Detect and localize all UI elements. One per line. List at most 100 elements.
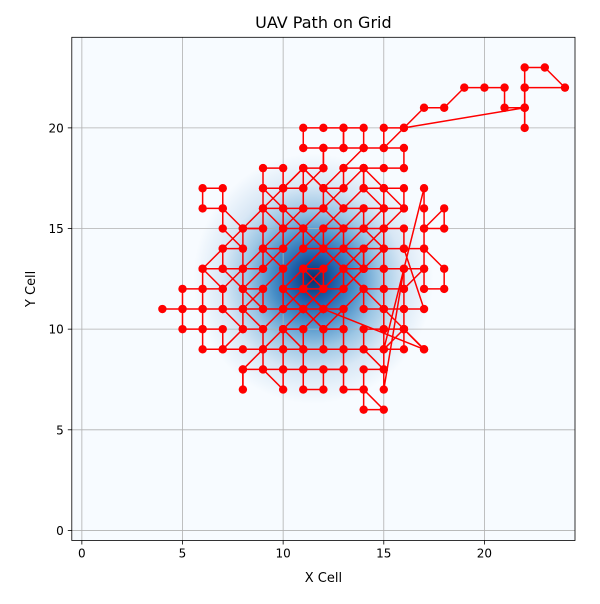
path-point <box>278 345 288 354</box>
path-point <box>500 103 509 112</box>
path-point <box>258 224 268 233</box>
path-segment <box>262 328 284 351</box>
path-point <box>379 365 388 374</box>
path-point <box>339 123 348 133</box>
path-point <box>379 123 388 133</box>
path-point <box>339 204 348 213</box>
path-segment <box>383 308 405 330</box>
path-segment <box>242 348 264 371</box>
path-point <box>339 284 348 294</box>
path-segment <box>322 288 345 310</box>
path-point <box>299 365 308 374</box>
path-segment <box>302 227 325 250</box>
path-point <box>520 63 529 72</box>
path-point <box>299 345 308 354</box>
path-point <box>379 224 388 233</box>
path-segment <box>342 227 365 250</box>
path-segment <box>443 86 466 109</box>
path-segment <box>242 207 264 230</box>
path-segment <box>282 247 305 270</box>
y-tick-label: 0 <box>56 524 64 538</box>
path-point <box>359 143 368 153</box>
path-point <box>399 143 409 153</box>
path-segment <box>322 247 345 270</box>
path-point <box>379 284 388 294</box>
path-point <box>299 244 308 253</box>
path-point <box>278 224 288 233</box>
path-segment <box>282 268 305 290</box>
path-point <box>218 184 227 193</box>
path-segment <box>302 207 325 230</box>
path-point <box>198 184 207 193</box>
path-point <box>319 345 328 354</box>
path-segment <box>302 288 325 310</box>
path-segment <box>362 187 385 210</box>
path-point <box>218 284 227 294</box>
path-segment <box>362 247 385 270</box>
path-point <box>278 365 288 374</box>
path-segment <box>222 207 244 230</box>
path-point <box>278 184 288 193</box>
path-point <box>278 264 288 273</box>
path-point <box>359 365 368 374</box>
path-point <box>379 143 388 153</box>
path-segment <box>222 308 244 330</box>
path-segment <box>242 247 264 270</box>
path-point <box>258 304 268 314</box>
path-segment <box>282 207 305 230</box>
x-tick-label: 5 <box>179 547 187 561</box>
path-point <box>299 264 308 273</box>
y-tick-label: 15 <box>49 222 64 236</box>
path-point <box>198 264 207 273</box>
x-tick-label: 20 <box>477 547 492 561</box>
path-point <box>218 204 227 213</box>
path-segment <box>322 187 345 210</box>
path-point <box>218 345 227 354</box>
path-segment <box>201 268 224 290</box>
path-point <box>460 83 469 92</box>
path-segment <box>282 288 305 310</box>
y-tick-label: 20 <box>49 121 64 135</box>
uav-path-points <box>158 63 570 414</box>
path-segment <box>362 288 385 310</box>
path-segment <box>242 308 264 330</box>
path-segment <box>302 247 325 270</box>
path-segment <box>262 368 284 391</box>
path-point <box>500 83 509 92</box>
path-point <box>299 143 308 153</box>
path-point <box>258 264 268 273</box>
path-segment <box>302 268 325 290</box>
path-point <box>339 264 348 273</box>
path-point <box>319 123 328 133</box>
path-segment <box>282 308 305 330</box>
path-point <box>339 365 348 374</box>
path-point <box>359 304 368 314</box>
y-tick-label: 10 <box>49 323 64 337</box>
path-point <box>359 264 368 273</box>
path-point <box>238 224 248 233</box>
path-segment <box>282 328 305 351</box>
path-point <box>319 184 328 193</box>
path-point <box>419 345 429 354</box>
path-point <box>379 163 388 173</box>
path-point <box>319 324 328 334</box>
path-point <box>258 163 268 173</box>
path-point <box>439 284 449 294</box>
path-segment <box>403 328 425 351</box>
path-point <box>399 264 409 273</box>
path-point <box>379 405 388 414</box>
path-point <box>339 184 348 193</box>
path-segment <box>342 268 365 290</box>
path-segment <box>362 348 385 371</box>
path-segment <box>222 328 244 351</box>
path-point <box>319 224 328 233</box>
path-point <box>299 385 308 394</box>
path-point <box>319 304 328 314</box>
path-point <box>339 244 348 253</box>
path-segment <box>282 167 305 190</box>
path-point <box>399 123 409 133</box>
x-axis-ticks: 0 5 10 15 20 <box>78 540 492 561</box>
path-point <box>339 345 348 354</box>
plot-area <box>71 37 576 541</box>
